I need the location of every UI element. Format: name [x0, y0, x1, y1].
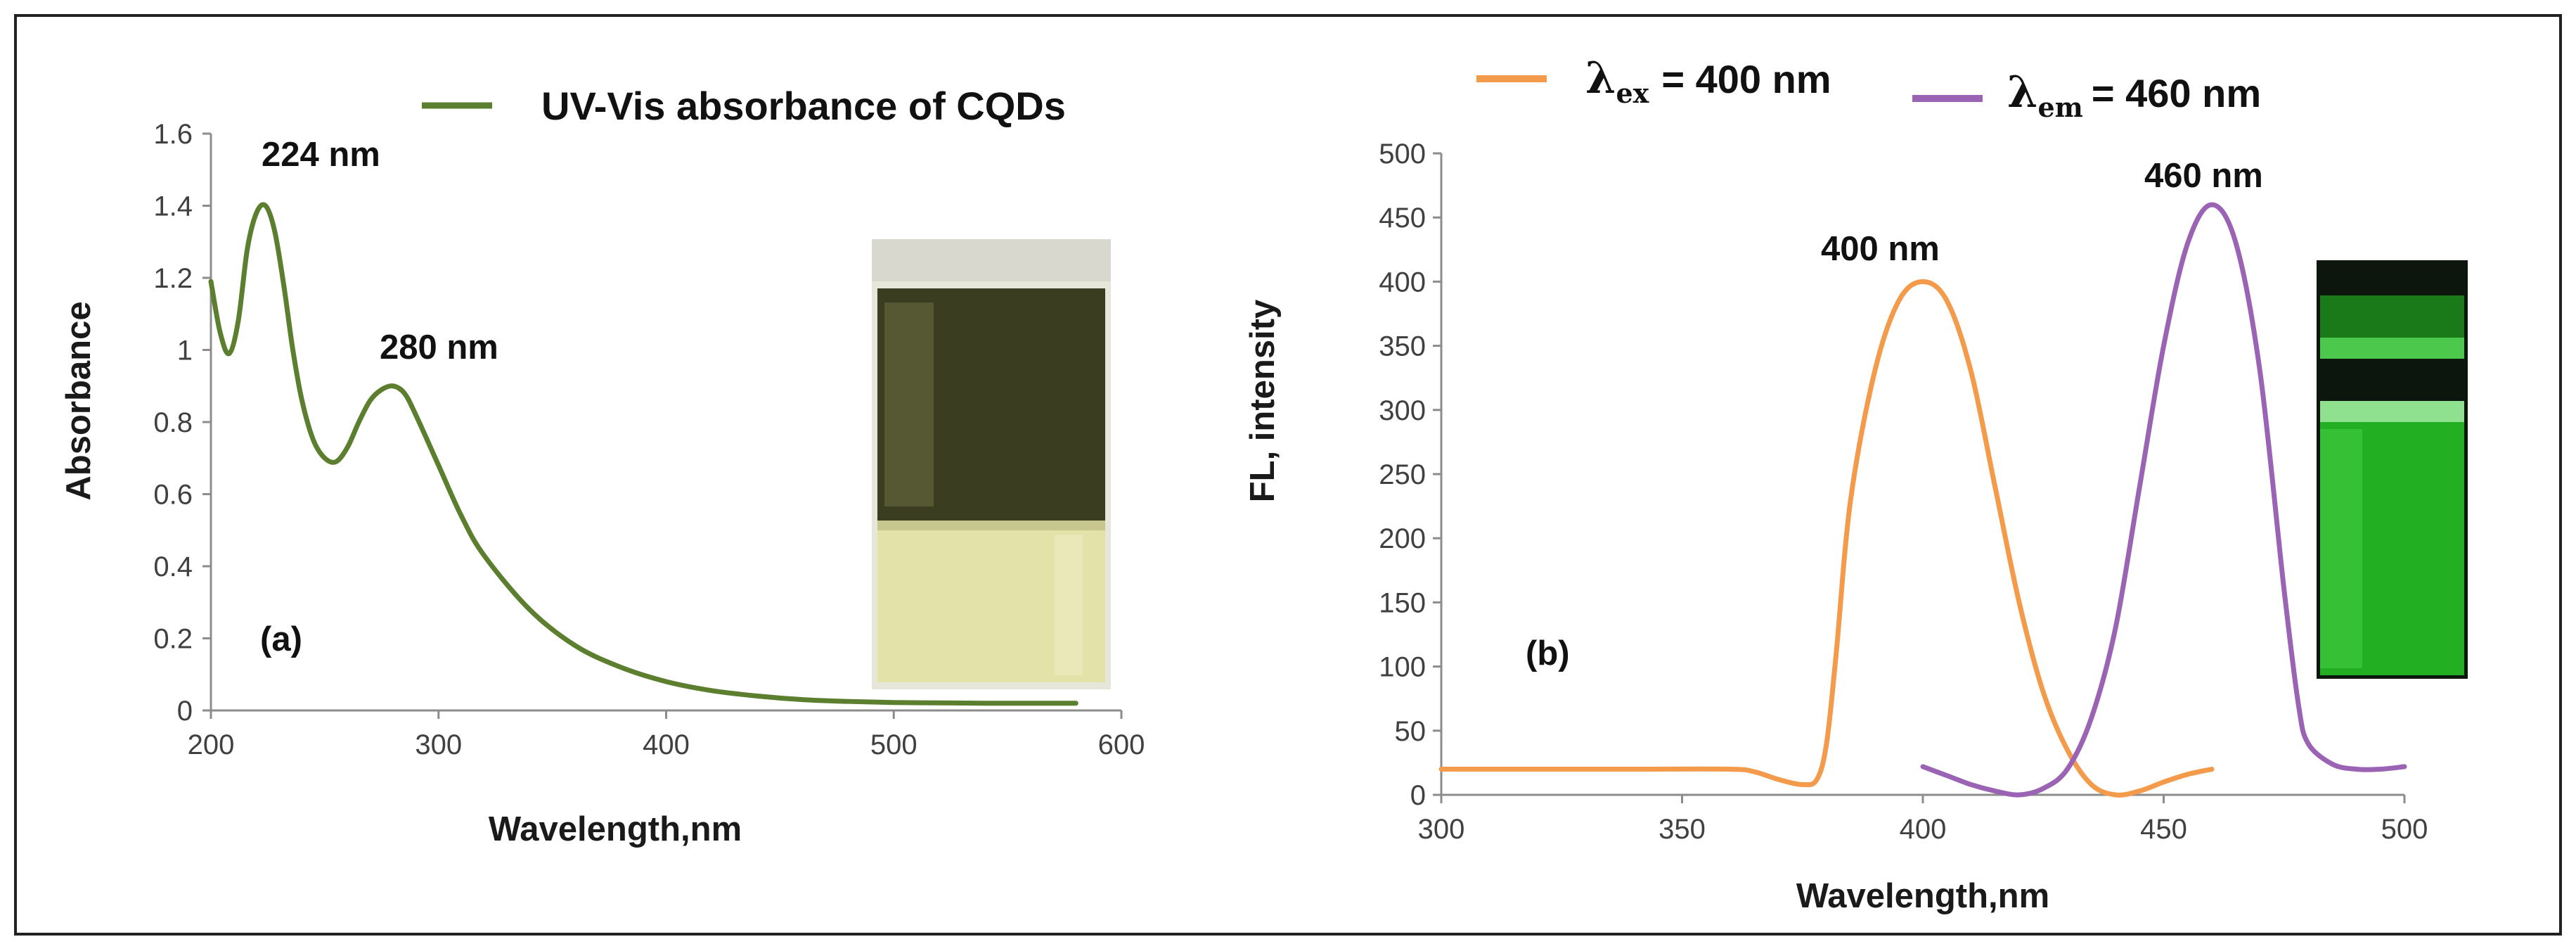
y-tick-label: 200: [1379, 523, 1426, 554]
y-tick-label: 1.2: [153, 263, 193, 294]
panel-a-x-axis-title: Wavelength,nm: [489, 810, 742, 848]
y-tick-label: 300: [1379, 395, 1426, 426]
y-tick-label: 0.6: [153, 480, 193, 511]
y-tick-label: 0.4: [153, 551, 193, 582]
panel-a-peak-label-224: 224 nm: [262, 136, 380, 174]
figure-border: [14, 14, 2562, 936]
y-tick-label: 450: [1379, 203, 1426, 234]
y-tick-label: 50: [1395, 716, 1427, 747]
x-tick-label: 450: [2140, 814, 2187, 845]
panel-a-series-line: [208, 202, 1078, 706]
panel-a-peak-label-280: 280 nm: [380, 328, 498, 366]
panel-b-excitation-line: [1438, 279, 2215, 798]
x-tick-label: 500: [2381, 814, 2428, 845]
y-tick-label: 250: [1379, 459, 1426, 490]
x-tick-label: 600: [1098, 729, 1145, 760]
y-tick-label: 350: [1379, 331, 1426, 362]
x-tick-label: 400: [1900, 814, 1947, 845]
panel-a-y-axis-title: Absorbance: [60, 301, 98, 500]
panel-b-legend-label-ex: λex = 400 nm: [1585, 52, 1831, 109]
vial-photo-image: [872, 239, 1111, 689]
y-tick-label: 100: [1379, 652, 1426, 683]
x-tick-label: 300: [1418, 814, 1465, 845]
y-tick-label: 0.2: [153, 624, 193, 655]
panel-b-emission-line: [1920, 202, 2407, 798]
panel-b-x-axis-title: Wavelength,nm: [1796, 877, 2049, 915]
panel-b-panel-label: (b): [1526, 634, 1570, 672]
y-tick-label: 400: [1379, 267, 1426, 298]
y-tick-label: 150: [1379, 587, 1426, 618]
x-tick-label: 400: [643, 729, 690, 760]
green-vial-photo-image: [2317, 260, 2468, 679]
panel-a-legend-label: UV-Vis absorbance of CQDs: [541, 84, 1066, 128]
y-tick-label: 1: [177, 336, 193, 366]
y-tick-label: 0.8: [153, 407, 193, 438]
panel-a-panel-label: (a): [260, 620, 302, 658]
panel-b-y-axis-title: FL, intensity: [1244, 300, 1282, 503]
panel-b-legend-label-em: λem = 460 nm: [2007, 66, 2261, 123]
panel-b: 300 350 400 450 500 0 50 100 150 200 250 300 350 400…: [1244, 52, 2468, 915]
panel-b-peak-label-400: 400 nm: [1821, 230, 1940, 268]
x-tick-label: 200: [188, 729, 235, 760]
y-tick-label: 0: [1410, 780, 1426, 811]
y-tick-label: 500: [1379, 139, 1426, 170]
panel-b-peak-label-460: 460 nm: [2144, 157, 2263, 195]
y-tick-label: 1.6: [153, 119, 193, 150]
y-tick-label: 1.4: [153, 191, 193, 222]
y-tick-label: 0: [177, 696, 193, 727]
panel-a: 200 300 400 500 600 00.20.40.60.811.21.41.6 …: [60, 84, 1145, 848]
x-tick-label: 500: [870, 729, 917, 760]
x-tick-label: 350: [1659, 814, 1706, 845]
x-tick-label: 300: [415, 729, 462, 760]
